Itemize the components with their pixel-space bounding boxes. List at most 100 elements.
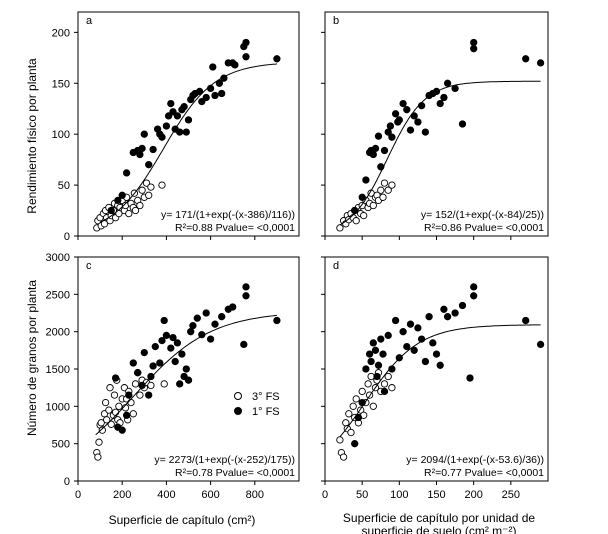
- data-point-3fs: [94, 453, 102, 461]
- equation-text: y= 152/(1+exp(-(x-84)/25)): [421, 209, 544, 221]
- x-tick-label: 200: [113, 489, 131, 501]
- y-axis-title-bottom: Número de granos por planta: [25, 280, 39, 436]
- data-point-3fs: [342, 419, 350, 427]
- data-point-1fs: [167, 99, 175, 108]
- data-point-1fs: [202, 309, 210, 317]
- x-tick-label: 0: [322, 489, 328, 501]
- data-point-1fs: [138, 144, 146, 153]
- data-point-1fs: [429, 339, 437, 347]
- data-point-3fs: [380, 179, 389, 187]
- data-point-1fs: [218, 313, 226, 321]
- data-point-3fs: [384, 186, 392, 194]
- plot-frame: [324, 256, 549, 482]
- panel-a: 0 50 100 150 200 a y= 171/(1+exp(-(x-386)/116)…: [52, 11, 300, 243]
- data-point-1fs: [440, 305, 448, 313]
- data-point-1fs: [406, 320, 415, 328]
- data-point-1fs: [134, 369, 142, 377]
- data-point-1fs: [470, 38, 478, 47]
- data-point-1fs: [242, 53, 250, 61]
- fit-curve: [99, 63, 277, 223]
- data-point-1fs: [414, 324, 422, 332]
- data-point-1fs: [379, 350, 387, 358]
- data-point-3fs: [98, 426, 106, 434]
- data-point-1fs: [391, 316, 400, 325]
- legend-filled-label: 1° FS: [252, 406, 280, 418]
- data-point-1fs: [371, 346, 380, 354]
- y-tick-label: 3000: [46, 252, 70, 264]
- legend-open-label: 3° FS: [252, 391, 280, 403]
- data-point-1fs: [369, 150, 377, 159]
- data-point-1fs: [122, 169, 131, 177]
- data-point-1fs: [273, 316, 281, 325]
- data-point-1fs: [399, 328, 407, 336]
- data-point-1fs: [187, 328, 195, 336]
- data-point-1fs: [129, 359, 137, 367]
- r2-text: R²=0.77 Pvalue= <0,0001: [424, 467, 544, 479]
- panel-b: b y= 152/(1+exp(-(x-84)/25))R²=0.86 Pvalu…: [321, 11, 549, 240]
- data-point-1fs: [149, 362, 157, 370]
- data-point-3fs: [127, 398, 135, 407]
- data-point-1fs: [443, 79, 452, 87]
- data-point-1fs: [432, 350, 441, 358]
- y-tick-label: 100: [52, 129, 70, 141]
- data-point-1fs: [145, 161, 153, 169]
- data-point-1fs: [373, 372, 381, 381]
- data-point-3fs: [345, 410, 353, 418]
- data-point-1fs: [384, 331, 392, 340]
- fit-curve: [95, 314, 277, 436]
- panel-label: a: [86, 15, 93, 27]
- data-point-3fs: [95, 438, 103, 446]
- r2-text: R²=0.88 Pvalue= <0,0001: [175, 222, 295, 234]
- data-point-1fs: [362, 365, 370, 373]
- data-point-1fs: [173, 339, 182, 347]
- data-point-1fs: [147, 372, 155, 381]
- data-point-3fs: [352, 217, 360, 225]
- y-axis-title-top: Rendimiento físico por planta: [25, 58, 39, 214]
- r2-text: R²=0.78 Pvalue= <0,0001: [175, 467, 295, 479]
- y-tick-label: 0: [64, 476, 70, 488]
- x-tick-label: 600: [201, 489, 219, 501]
- data-point-3fs: [136, 391, 144, 399]
- data-point-1fs: [211, 91, 219, 100]
- data-point-3fs: [145, 191, 153, 199]
- r2-text: R²=0.86 Pvalue= <0,0001: [424, 222, 544, 234]
- data-point-1fs: [114, 196, 122, 205]
- data-point-1fs: [470, 292, 478, 300]
- data-point-1fs: [156, 359, 164, 367]
- panel-d: 0 50 100 150 200 250 d y= 2094/(1+exp(-(x-53.6)…: [321, 256, 549, 501]
- data-point-1fs: [362, 176, 370, 184]
- data-point-1fs: [167, 344, 175, 352]
- y-tick-label: 2000: [46, 327, 70, 339]
- data-point-1fs: [374, 132, 383, 140]
- data-point-3fs: [147, 381, 155, 390]
- data-point-3fs: [336, 436, 344, 444]
- data-point-3fs: [369, 402, 377, 410]
- x-tick-label: 400: [157, 489, 175, 501]
- data-point-1fs: [443, 313, 452, 321]
- data-point-1fs: [391, 110, 400, 118]
- data-point-1fs: [171, 357, 179, 366]
- data-point-1fs: [215, 79, 224, 87]
- data-point-1fs: [209, 63, 217, 71]
- y-tick-label: 0: [64, 231, 70, 243]
- data-point-3fs: [129, 410, 137, 418]
- data-point-1fs: [149, 145, 157, 154]
- data-point-3fs: [369, 201, 377, 210]
- data-point-3fs: [339, 453, 348, 461]
- plot-frame: [324, 11, 549, 237]
- data-point-3fs: [125, 209, 133, 218]
- data-point-1fs: [218, 89, 226, 98]
- legend: 3° FS 1° FS: [234, 391, 280, 418]
- data-point-3fs: [103, 416, 111, 424]
- data-point-1fs: [436, 99, 444, 108]
- data-point-3fs: [384, 372, 392, 381]
- data-point-1fs: [173, 112, 182, 120]
- equation-text: y= 171/(1+exp(-(x-386)/116)): [161, 209, 295, 221]
- data-point-3fs: [360, 211, 368, 220]
- data-point-1fs: [184, 376, 193, 384]
- data-point-1fs: [403, 342, 411, 351]
- data-point-3fs: [131, 206, 140, 215]
- data-point-1fs: [458, 120, 467, 128]
- data-point-1fs: [406, 126, 415, 134]
- data-point-3fs: [105, 406, 113, 414]
